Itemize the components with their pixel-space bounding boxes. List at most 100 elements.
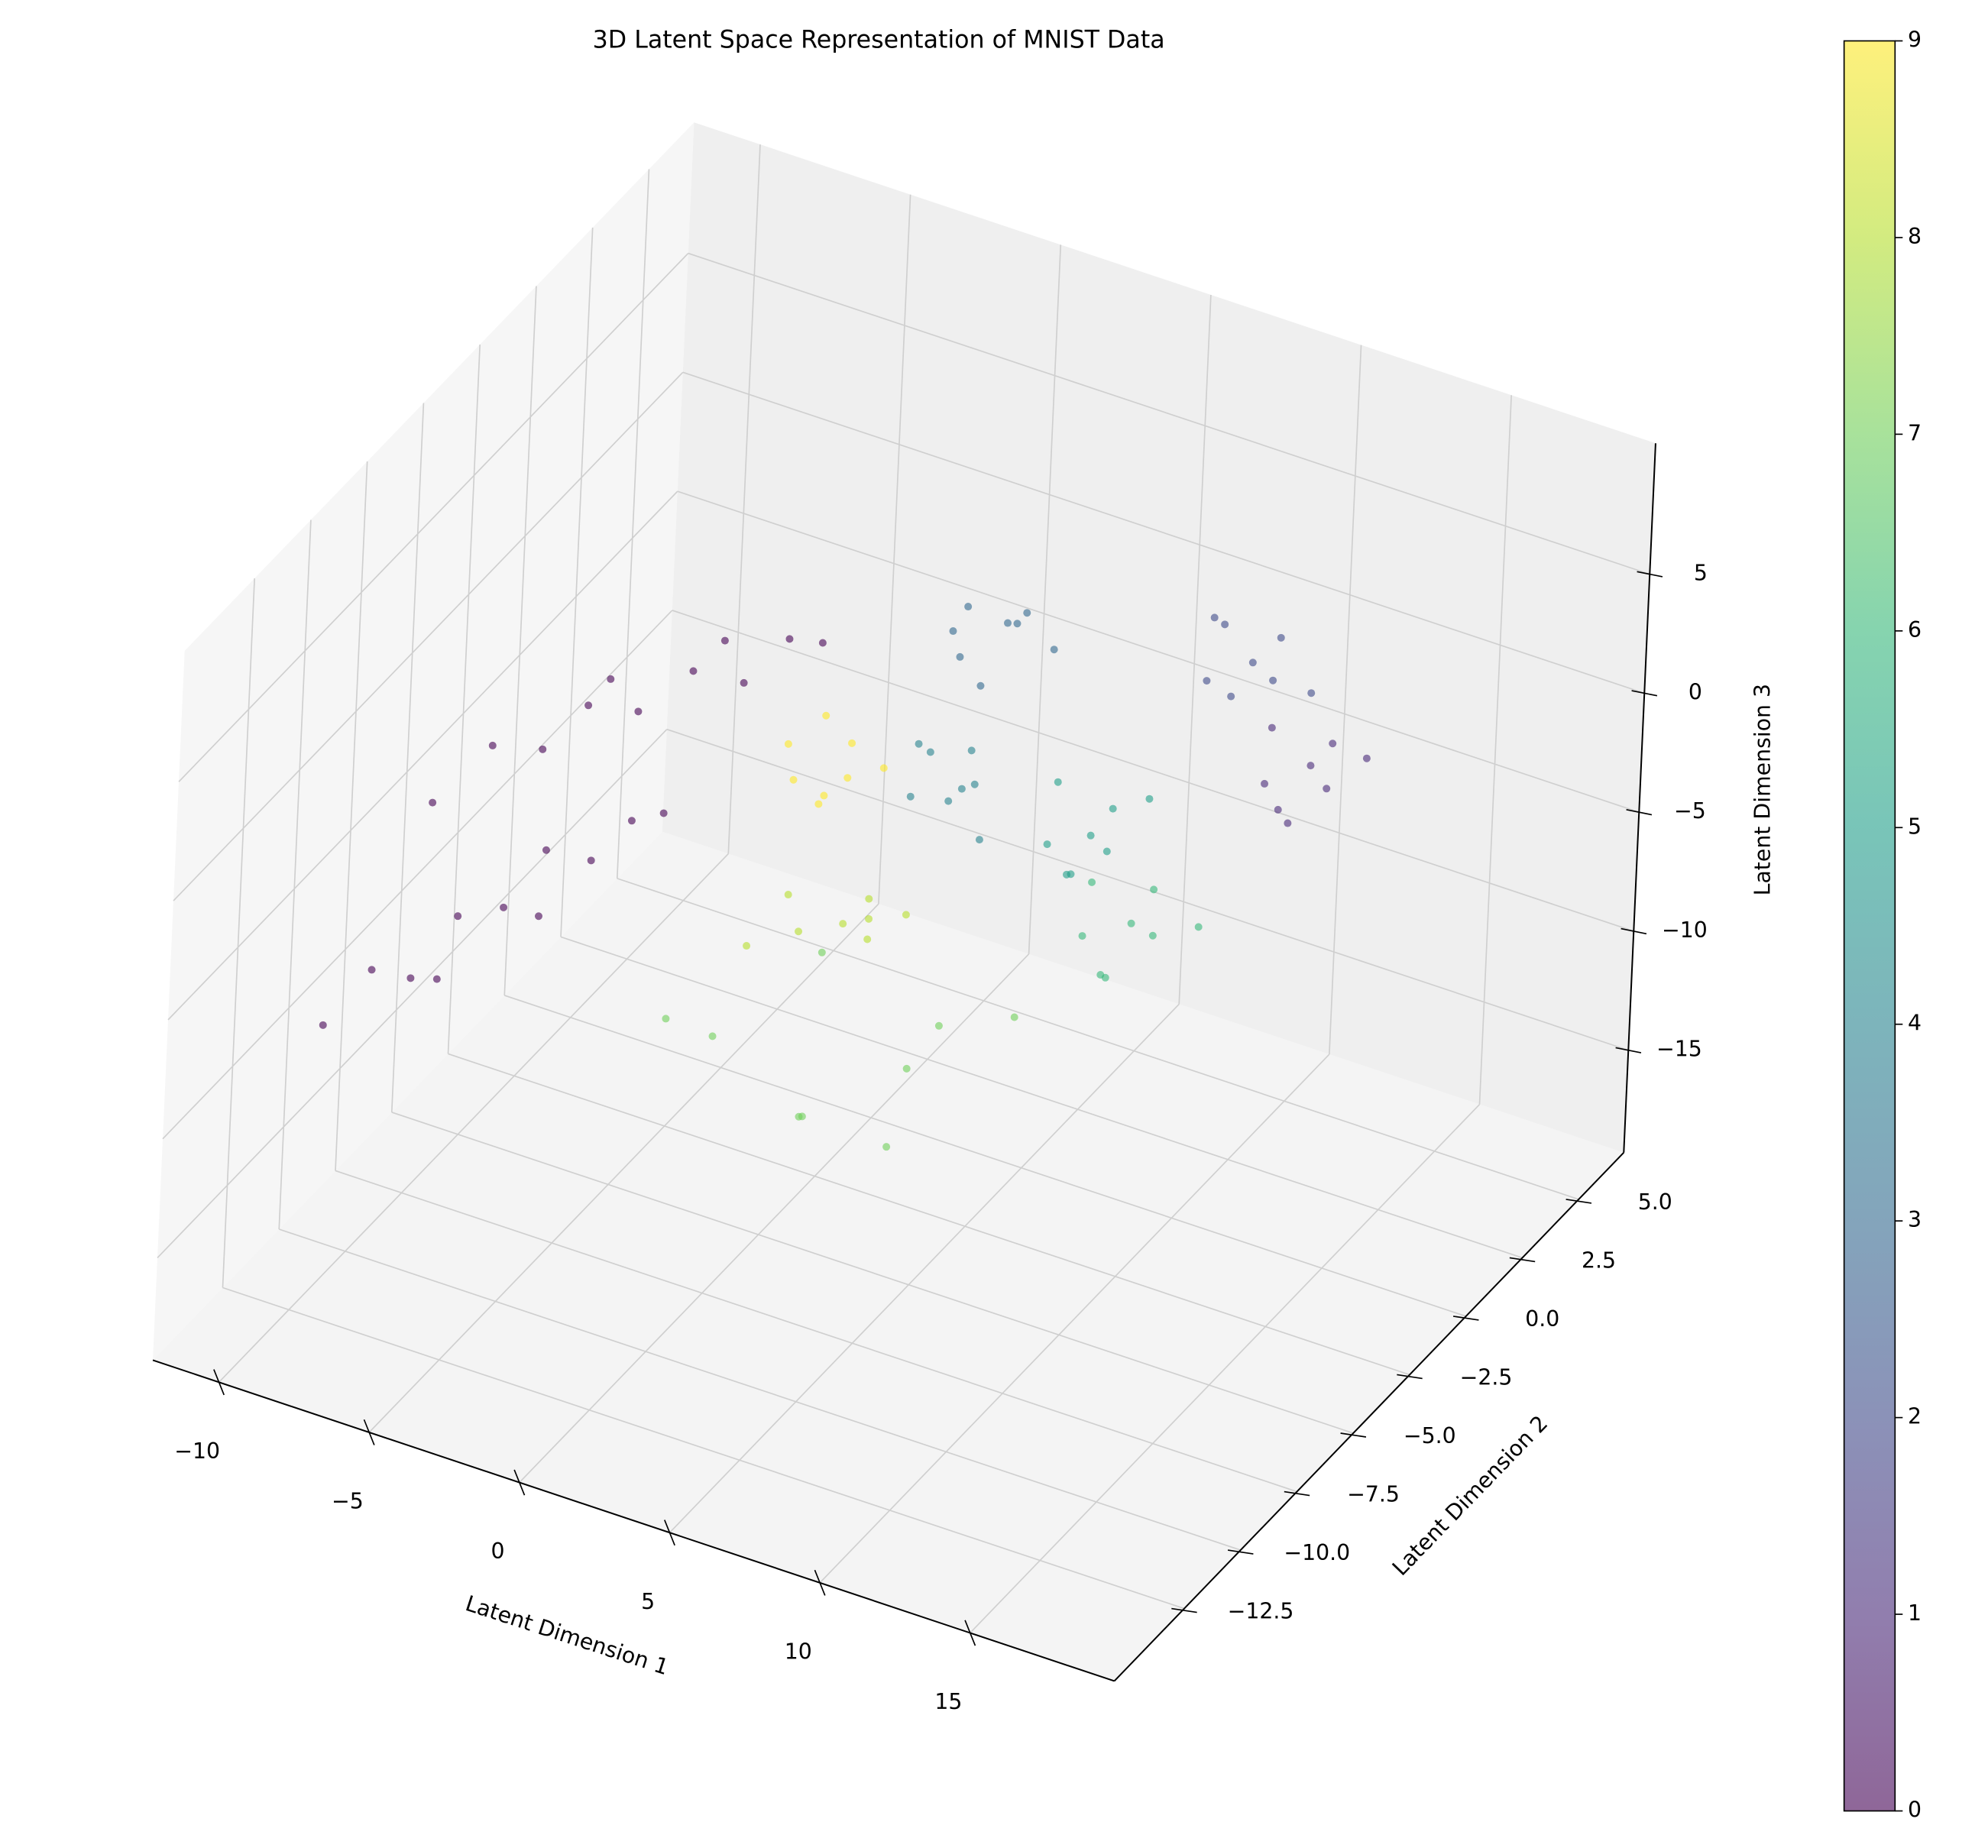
- point: [865, 895, 873, 903]
- point: [814, 800, 823, 808]
- point: [740, 678, 748, 687]
- grid-line: [682, 371, 1645, 694]
- point: [967, 746, 976, 755]
- point: [1274, 805, 1282, 814]
- point: [1109, 804, 1117, 813]
- x-tick: [814, 1569, 826, 1596]
- point: [454, 912, 462, 921]
- point: [432, 975, 441, 983]
- colorbar-tick-label: 9: [1908, 28, 1922, 53]
- colorbar-tick-label: 3: [1908, 1207, 1922, 1232]
- grid-line: [1478, 395, 1513, 1105]
- point: [659, 809, 668, 817]
- point: [584, 701, 593, 710]
- colorbar-tick-label: 4: [1908, 1011, 1922, 1036]
- point: [820, 791, 828, 800]
- point: [1088, 878, 1096, 886]
- point: [818, 948, 826, 956]
- x-tick-label: −5: [332, 1489, 364, 1514]
- grid-line: [727, 144, 761, 854]
- y-tick-label: −12.5: [1228, 1599, 1294, 1624]
- grid-line: [278, 519, 312, 1230]
- x-tick: [664, 1520, 675, 1546]
- x-tick: [363, 1419, 375, 1445]
- chart-title: 3D Latent Space Representation of MNIST …: [593, 27, 1165, 54]
- point: [784, 891, 792, 899]
- y-tick-label: −10.0: [1284, 1540, 1350, 1565]
- point: [1362, 754, 1371, 762]
- point: [1284, 819, 1292, 827]
- y-tick-label: −5.0: [1404, 1423, 1456, 1448]
- point: [1194, 923, 1203, 931]
- point: [1023, 609, 1031, 617]
- point: [902, 911, 910, 919]
- y-tick-label: 2.5: [1582, 1248, 1616, 1273]
- point: [1063, 870, 1071, 879]
- grid-line: [878, 194, 911, 905]
- z-tick-label: 5: [1694, 561, 1708, 586]
- x-tick: [513, 1469, 526, 1496]
- grid-line: [503, 995, 1467, 1317]
- grid-line: [218, 853, 729, 1383]
- point: [1227, 692, 1235, 701]
- point: [1086, 831, 1095, 840]
- point: [1248, 659, 1257, 667]
- point: [822, 711, 830, 720]
- pane: [153, 831, 1624, 1681]
- point: [839, 920, 847, 928]
- grid-line: [819, 1053, 1330, 1584]
- point: [1003, 619, 1012, 627]
- colorbar-tick-label: 6: [1908, 617, 1922, 642]
- point: [1043, 840, 1051, 849]
- point: [1323, 785, 1331, 793]
- grid-line: [519, 953, 1030, 1484]
- grid-line: [368, 903, 879, 1433]
- point: [970, 780, 979, 788]
- point: [956, 652, 964, 661]
- colorbar-tick-label: 2: [1908, 1404, 1922, 1429]
- x-tick-label: 15: [934, 1689, 962, 1714]
- point: [915, 740, 923, 748]
- grid-line: [278, 1228, 1241, 1551]
- point: [634, 707, 643, 716]
- point: [975, 836, 983, 844]
- z-tick: [1637, 571, 1663, 578]
- point: [818, 639, 827, 647]
- colorbar-tick-label: 7: [1908, 420, 1922, 445]
- grid-line: [335, 1170, 1297, 1493]
- point: [879, 764, 888, 772]
- y-tick-label: 0.0: [1525, 1306, 1559, 1332]
- z-tick-label: 0: [1689, 679, 1702, 704]
- point: [1145, 795, 1154, 803]
- grid-line: [1178, 294, 1212, 1005]
- z-tick-label: −15: [1656, 1037, 1702, 1062]
- grid-line: [390, 403, 425, 1112]
- point: [964, 603, 973, 611]
- point: [367, 966, 376, 974]
- grid-line: [448, 1053, 1410, 1376]
- point: [1307, 689, 1316, 697]
- point: [662, 1015, 670, 1023]
- point: [1010, 1013, 1018, 1021]
- z-tick-label: −5: [1674, 798, 1706, 824]
- point: [1329, 740, 1337, 748]
- y-tick-label: −7.5: [1347, 1482, 1400, 1507]
- point: [1013, 620, 1022, 628]
- grid-line: [666, 728, 1629, 1051]
- y-tick: [1397, 1374, 1423, 1380]
- z-tick-label: −10: [1662, 918, 1708, 943]
- grid-line: [222, 1286, 1185, 1610]
- point: [1054, 778, 1062, 786]
- grid-line: [222, 578, 255, 1288]
- point: [1127, 919, 1135, 927]
- grid-line: [970, 1104, 1481, 1634]
- point: [976, 681, 985, 690]
- point: [1102, 847, 1111, 856]
- point: [902, 1064, 911, 1073]
- pane: [153, 122, 695, 1361]
- y-tick-label: −2.5: [1460, 1364, 1513, 1390]
- grid-line: [560, 936, 1523, 1259]
- colorbar-gradient: [1843, 40, 1896, 1812]
- point: [882, 1143, 891, 1151]
